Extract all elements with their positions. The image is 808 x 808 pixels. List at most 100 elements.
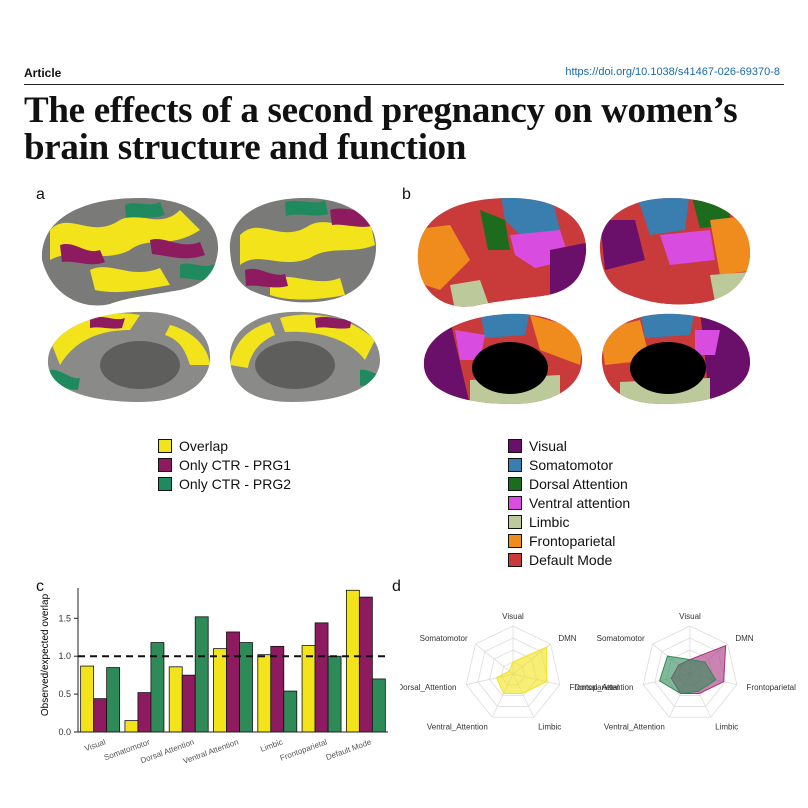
legend-item: Dorsal Attention (508, 474, 630, 493)
header-rule (24, 84, 784, 85)
legend-swatch (158, 476, 172, 491)
radar-axis-label: Dorsal_Attention (574, 683, 633, 692)
legend-label: Limbic (529, 513, 570, 530)
legend-swatch (158, 438, 172, 453)
bar (213, 648, 227, 733)
legend-label: Frontoparietal (529, 532, 616, 549)
legend-item: Only CTR - PRG1 (158, 455, 291, 474)
x-tick-label: Default Mode (325, 737, 373, 762)
radar-gridline (465, 625, 561, 718)
x-tick-label: Frontoparietal (279, 737, 329, 762)
radar-axis-label: DMN (558, 634, 576, 643)
y-axis-label: Observed/expected overlap (40, 593, 51, 716)
legend-item: Somatomotor (508, 455, 630, 474)
radar-axis-label: Dorsal_Attention (400, 683, 456, 692)
bar-series (80, 589, 386, 733)
brain-lateral-right (229, 198, 377, 303)
panel-a-letter: a (36, 186, 45, 203)
bar (124, 720, 139, 733)
panel-b-letter: b (402, 186, 411, 203)
bar (168, 666, 183, 733)
panel-b-legend: Visual Somatomotor Dorsal Attention Vent… (508, 436, 630, 569)
y-axis-ticks: 0.0 0.5 1.0 1.5 (58, 613, 78, 737)
x-tick-label: Limbic (259, 737, 284, 753)
bar (181, 674, 196, 733)
radar-axis-label: Somatomotor (420, 634, 468, 643)
radar-plot-2: Visual DMN Frontoparietal Limbic Ventral_Att… (574, 612, 796, 731)
radar-series-area (658, 655, 717, 694)
legend-swatch (508, 552, 522, 567)
panel-c-bar-chart: Observed/expected overlap 0.0 0.5 1.0 1.5 V… (40, 588, 388, 766)
bar (137, 692, 152, 733)
panel-d-letter: d (392, 578, 401, 595)
radar-axis-label: Ventral_Attention (427, 722, 488, 731)
legend-swatch (508, 495, 522, 510)
legend-item: Limbic (508, 512, 630, 531)
radar-axis-label: Ventral_Attention (604, 722, 665, 731)
radar-axis-label: Frontoparietal (570, 683, 620, 692)
legend-label: Only CTR - PRG2 (179, 475, 292, 492)
legend-label: Default Mode (529, 551, 613, 568)
bar (106, 667, 121, 733)
bar (257, 654, 272, 733)
network-medial-right (601, 313, 750, 404)
legend-swatch (508, 533, 522, 548)
legend-swatch (508, 457, 522, 472)
panel-a-brain-surfaces (41, 198, 380, 402)
y-tick-label: 1.5 (58, 613, 71, 623)
legend-item: Frontoparietal (508, 531, 630, 550)
bar (93, 698, 108, 733)
radar-axis-label: DMN (735, 634, 753, 643)
radar-axis-label: Frontoparietal (747, 683, 797, 692)
bar (194, 616, 209, 733)
bar (327, 655, 342, 733)
radar-axis-label: Limbic (538, 722, 561, 731)
panel-b-network-parcellation (417, 198, 750, 404)
bar (283, 690, 298, 733)
radar-axis-label: Somatomotor (597, 634, 645, 643)
legend-item: Only CTR - PRG2 (158, 474, 291, 493)
legend-label: Only CTR - PRG1 (179, 456, 292, 473)
network-medial-left (423, 313, 583, 404)
legend-item: Default Mode (508, 550, 630, 569)
bar (371, 678, 386, 733)
panel-a-legend: Overlap Only CTR - PRG1 Only CTR - PRG2 (158, 436, 291, 493)
legend-label: Overlap (179, 437, 229, 454)
radar-plot-1: Visual DMN Frontoparietal Limbic Ventral_Att… (400, 612, 619, 731)
legend-label: Ventral attention (529, 494, 631, 511)
bar (314, 622, 329, 733)
y-tick-label: 1.0 (58, 651, 71, 661)
legend-swatch (508, 514, 522, 529)
network-lateral-left (417, 198, 587, 307)
brain-lateral-left (41, 198, 219, 306)
radar-axis-label: Visual (502, 612, 524, 621)
bar (345, 589, 360, 733)
x-tick-label: Visual (83, 737, 107, 753)
brain-medial-right (229, 311, 380, 402)
bar (226, 631, 240, 733)
bar (301, 645, 316, 733)
panel-d-radar-charts: Visual DMN Frontoparietal Limbic Ventral_Att… (400, 612, 796, 731)
network-lateral-right (599, 198, 750, 305)
legend-item: Ventral attention (508, 493, 630, 512)
radar-gridline (642, 625, 738, 718)
bar (270, 645, 285, 733)
legend-label: Somatomotor (529, 456, 614, 473)
radar-axis-label: Limbic (715, 722, 738, 731)
doi-link[interactable]: https://doi.org/10.1038/s41467-026-69370… (565, 66, 780, 78)
article-label: Article (24, 66, 62, 80)
legend-item: Overlap (158, 436, 291, 455)
paper-title: The effects of a second pregnancy on wom… (24, 90, 738, 168)
radar-spoke (475, 643, 514, 675)
radar-series-area (495, 646, 548, 694)
radar-axis-label: Visual (679, 612, 701, 621)
panel-c-letter: c (36, 578, 44, 595)
legend-label: Dorsal Attention (529, 475, 628, 492)
legend-swatch (508, 476, 522, 491)
y-tick-label: 0.0 (58, 727, 71, 737)
y-tick-label: 0.5 (58, 689, 71, 699)
bar (358, 596, 373, 733)
legend-swatch (158, 457, 172, 472)
legend-label: Visual (529, 437, 567, 454)
